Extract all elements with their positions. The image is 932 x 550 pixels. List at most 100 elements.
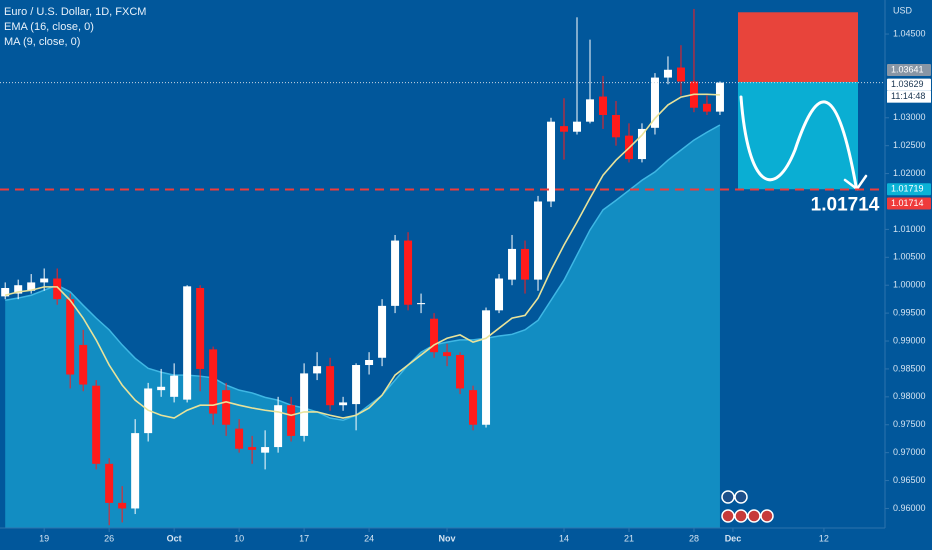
candle-body xyxy=(287,405,296,436)
y-tick-label: 0.96500 xyxy=(893,475,926,485)
candle-body xyxy=(170,375,179,397)
candle-body xyxy=(40,278,49,283)
candle-body xyxy=(313,366,322,374)
stop-zone xyxy=(738,12,858,82)
x-tick-label: 24 xyxy=(364,533,374,543)
candle-body xyxy=(650,77,659,128)
y-tick-label: 0.97000 xyxy=(893,447,926,457)
y-tick-label: 1.02500 xyxy=(893,140,926,150)
candle-body xyxy=(261,447,270,453)
candle-body xyxy=(495,278,504,311)
candle-body xyxy=(611,114,620,138)
target-line-label-box xyxy=(887,197,931,210)
candle-body xyxy=(663,69,672,78)
x-tick-label: 28 xyxy=(689,533,699,543)
candle-body xyxy=(183,286,192,400)
plot xyxy=(5,124,721,528)
candle-body xyxy=(573,121,582,132)
y-tick-label: 0.99000 xyxy=(893,335,926,345)
countdown: 11:14:48 xyxy=(891,91,925,101)
x-tick-label: 12 xyxy=(819,533,829,543)
candle-body xyxy=(14,285,23,294)
x-tick-label: 10 xyxy=(234,533,244,543)
candle-body xyxy=(637,128,646,160)
x-tick-label: 17 xyxy=(299,533,309,543)
candle-body xyxy=(209,349,218,414)
last-price-label-box xyxy=(887,78,931,91)
candle-body xyxy=(339,402,348,406)
candle-body xyxy=(235,428,244,449)
candle-body xyxy=(702,103,711,112)
y-tick-label: 1.00000 xyxy=(893,280,926,290)
candle-body xyxy=(27,282,36,291)
candle-body xyxy=(404,240,413,305)
candle-body xyxy=(521,248,530,280)
currency: USD xyxy=(893,5,913,15)
x-tick-label: 14 xyxy=(559,533,569,543)
x-tick-label: Nov xyxy=(439,533,456,543)
x-tick-label: Dec xyxy=(725,533,742,543)
candle-body xyxy=(586,99,594,122)
y-tick-label: 0.97500 xyxy=(893,419,926,429)
entry-label: 1.03641 xyxy=(891,64,924,74)
candle-body xyxy=(118,502,127,509)
y-tick-label: 1.02000 xyxy=(893,168,926,178)
y-tick-label: 1.01000 xyxy=(893,224,926,234)
chart-title: Euro / U.S. Dollar, 1D, FXCM xyxy=(4,6,146,18)
y-tick-label: 1.00500 xyxy=(893,252,926,262)
y-tick-label: 0.99500 xyxy=(893,307,926,317)
x-tick-label: 21 xyxy=(624,533,634,543)
target-line-label: 1.01714 xyxy=(891,198,924,208)
legend-entry: MA (9, close, 0) xyxy=(4,36,80,48)
last-price-label: 1.03629 xyxy=(891,79,924,89)
candle-body xyxy=(456,354,465,389)
candle-body xyxy=(79,344,88,385)
x-tick-label: 19 xyxy=(39,533,49,543)
candle-body xyxy=(560,126,569,132)
candle-body xyxy=(391,240,400,306)
candle-body xyxy=(131,433,140,509)
candle-body xyxy=(222,390,231,425)
event-icons xyxy=(721,490,774,523)
x-tick-label: 26 xyxy=(104,533,114,543)
candle-body xyxy=(598,96,607,115)
candle-body xyxy=(676,67,685,82)
target-zone xyxy=(738,81,858,190)
candle-body xyxy=(300,373,309,436)
target-annotation: 1.01714 xyxy=(811,195,880,216)
y-tick-label: 0.96000 xyxy=(893,503,926,513)
candle-body xyxy=(66,299,75,375)
candle-body xyxy=(378,305,387,358)
candle-body xyxy=(430,318,439,353)
candle-body xyxy=(417,303,426,305)
candle-body xyxy=(352,365,361,405)
target-label: 1.01719 xyxy=(891,184,924,194)
entry-label-box xyxy=(887,63,931,76)
candle-body xyxy=(196,288,205,369)
candle-body xyxy=(326,366,335,406)
candle-body xyxy=(534,201,543,280)
candle-body xyxy=(157,386,166,391)
candle-body xyxy=(105,463,114,503)
ma-area xyxy=(5,125,720,528)
candle-body xyxy=(248,447,257,450)
x-tick-label: Oct xyxy=(167,533,182,543)
y-tick-label: 0.98000 xyxy=(893,391,926,401)
candle-body xyxy=(469,390,478,425)
target-label-box xyxy=(887,183,931,196)
candle-body xyxy=(547,121,556,202)
forecast-arrow xyxy=(739,95,858,188)
legend-entry: EMA (16, close, 0) xyxy=(4,21,94,33)
candle-body xyxy=(53,278,62,300)
candle-body xyxy=(274,405,283,448)
y-tick-label: 0.98500 xyxy=(893,363,926,373)
candle-body xyxy=(508,248,517,280)
ma-line xyxy=(5,124,721,422)
candle-body xyxy=(482,310,491,425)
ema-line xyxy=(4,93,720,419)
candle-body xyxy=(92,385,101,464)
candle-body xyxy=(715,82,724,112)
candle-body xyxy=(443,352,452,357)
y-tick-label: 1.03000 xyxy=(893,112,926,122)
